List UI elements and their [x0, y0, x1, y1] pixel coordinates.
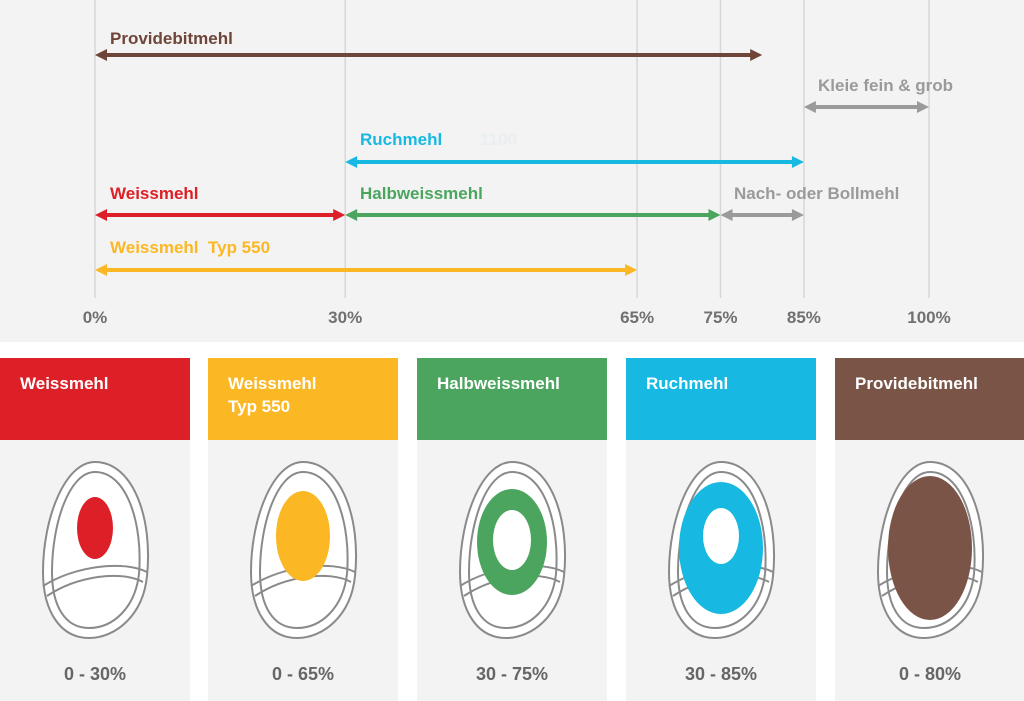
card-range-label: 0 - 65%: [271, 664, 335, 684]
card-header: Halbweissmehl: [417, 358, 607, 440]
range-label-suffix-weissmehl550: Typ 550: [208, 238, 270, 257]
kernel-fill-weissmehl550: [276, 491, 330, 581]
card-title-line: Halbweissmehl: [437, 374, 560, 393]
range-label-extra-ruchmehl: 1100: [480, 130, 517, 149]
flour-card-weissmehl550: Weissmehl Typ 550 0 - 65%: [208, 358, 398, 701]
card-header: Weissmehl Typ 550: [208, 358, 398, 440]
card-title-line: Weissmehl: [228, 374, 317, 393]
kernel-illustration: [458, 460, 566, 640]
card-title-line: Ruchmehl: [646, 374, 729, 393]
kernel-inner-outline: [258, 470, 349, 630]
axis-tick-label: 85%: [787, 308, 821, 327]
card-range-label: 0 - 30%: [63, 664, 127, 684]
kernel-illustration: [876, 460, 984, 640]
card-header: Providebitmehl: [835, 358, 1024, 440]
flour-card-ruchmehl: Ruchmehl 30 - 85%: [626, 358, 816, 701]
range-label-ruchmehl: Ruchmehl: [360, 130, 442, 149]
range-arrow-weissmehl: [95, 209, 346, 221]
range-arrow-halbweissmehl: [345, 209, 721, 221]
range-arrow-kleie: [803, 101, 929, 113]
range-label-bollmehl: Nach- oder Bollmehl: [734, 184, 899, 203]
kernel-illustration: [41, 460, 149, 640]
range-arrow-bollmehl: [720, 209, 804, 221]
axis-tick-label: 0%: [83, 308, 108, 327]
range-label-weissmehl: Weissmehl: [110, 184, 199, 203]
extraction-range-panel: 0% 30% 65% 75% 85% 100% Providebitmehl Kleie fe…: [0, 0, 1024, 342]
card-title-line: Typ 550: [228, 397, 291, 416]
card-range-label: 30 - 85%: [684, 664, 758, 684]
flour-card-halbweissmehl: Halbweissmehl 30 - 75%: [417, 358, 607, 701]
range-arrow-providebitmehl: [95, 49, 763, 61]
flour-card-weissmehl: Weissmehl 0 - 30%: [0, 358, 190, 701]
flour-card-row: Weissmehl 0 - 30% Weissmehl Typ 550 0 - 65% H…: [0, 358, 1024, 701]
card-title-line: Weissmehl: [20, 374, 109, 393]
kernel-inner-outline: [50, 470, 141, 630]
flour-card-providebitmehl: Providebitmehl 0 - 80%: [835, 358, 1024, 701]
range-chart: 0% 30% 65% 75% 85% 100% Providebitmehl Kleie fe…: [83, 0, 953, 327]
kernel-hole: [703, 508, 739, 564]
kernel-fill-providebitmehl: [888, 476, 972, 620]
kernel-fill-weissmehl: [77, 497, 113, 559]
range-arrow-ruchmehl: [345, 156, 804, 168]
kernel-illustration: [249, 460, 357, 640]
card-range-label: 30 - 75%: [475, 664, 549, 684]
axis-tick-label: 100%: [907, 308, 950, 327]
kernel-inner-outline: [467, 470, 558, 630]
axis-tick-label: 75%: [703, 308, 737, 327]
axis-tick-label: 65%: [620, 308, 654, 327]
range-label-kleie: Kleie fein & grob: [818, 76, 953, 95]
kernel-germ-line: [46, 574, 144, 597]
range-label-weissmehl550: Weissmehl: [110, 238, 199, 257]
card-title-line: Providebitmehl: [855, 374, 978, 393]
card-header: Weissmehl: [0, 358, 190, 440]
range-label-providebitmehl: Providebitmehl: [110, 29, 233, 48]
card-range-label: 0 - 80%: [898, 664, 962, 684]
kernel-hole: [493, 510, 531, 570]
kernel-germ-line: [42, 564, 148, 587]
range-label-halbweissmehl: Halbweissmehl: [360, 184, 483, 203]
card-header: Ruchmehl: [626, 358, 816, 440]
axis-tick-label: 30%: [328, 308, 362, 327]
range-arrow-weissmehl550: [95, 264, 638, 276]
kernel-illustration: [667, 460, 775, 640]
